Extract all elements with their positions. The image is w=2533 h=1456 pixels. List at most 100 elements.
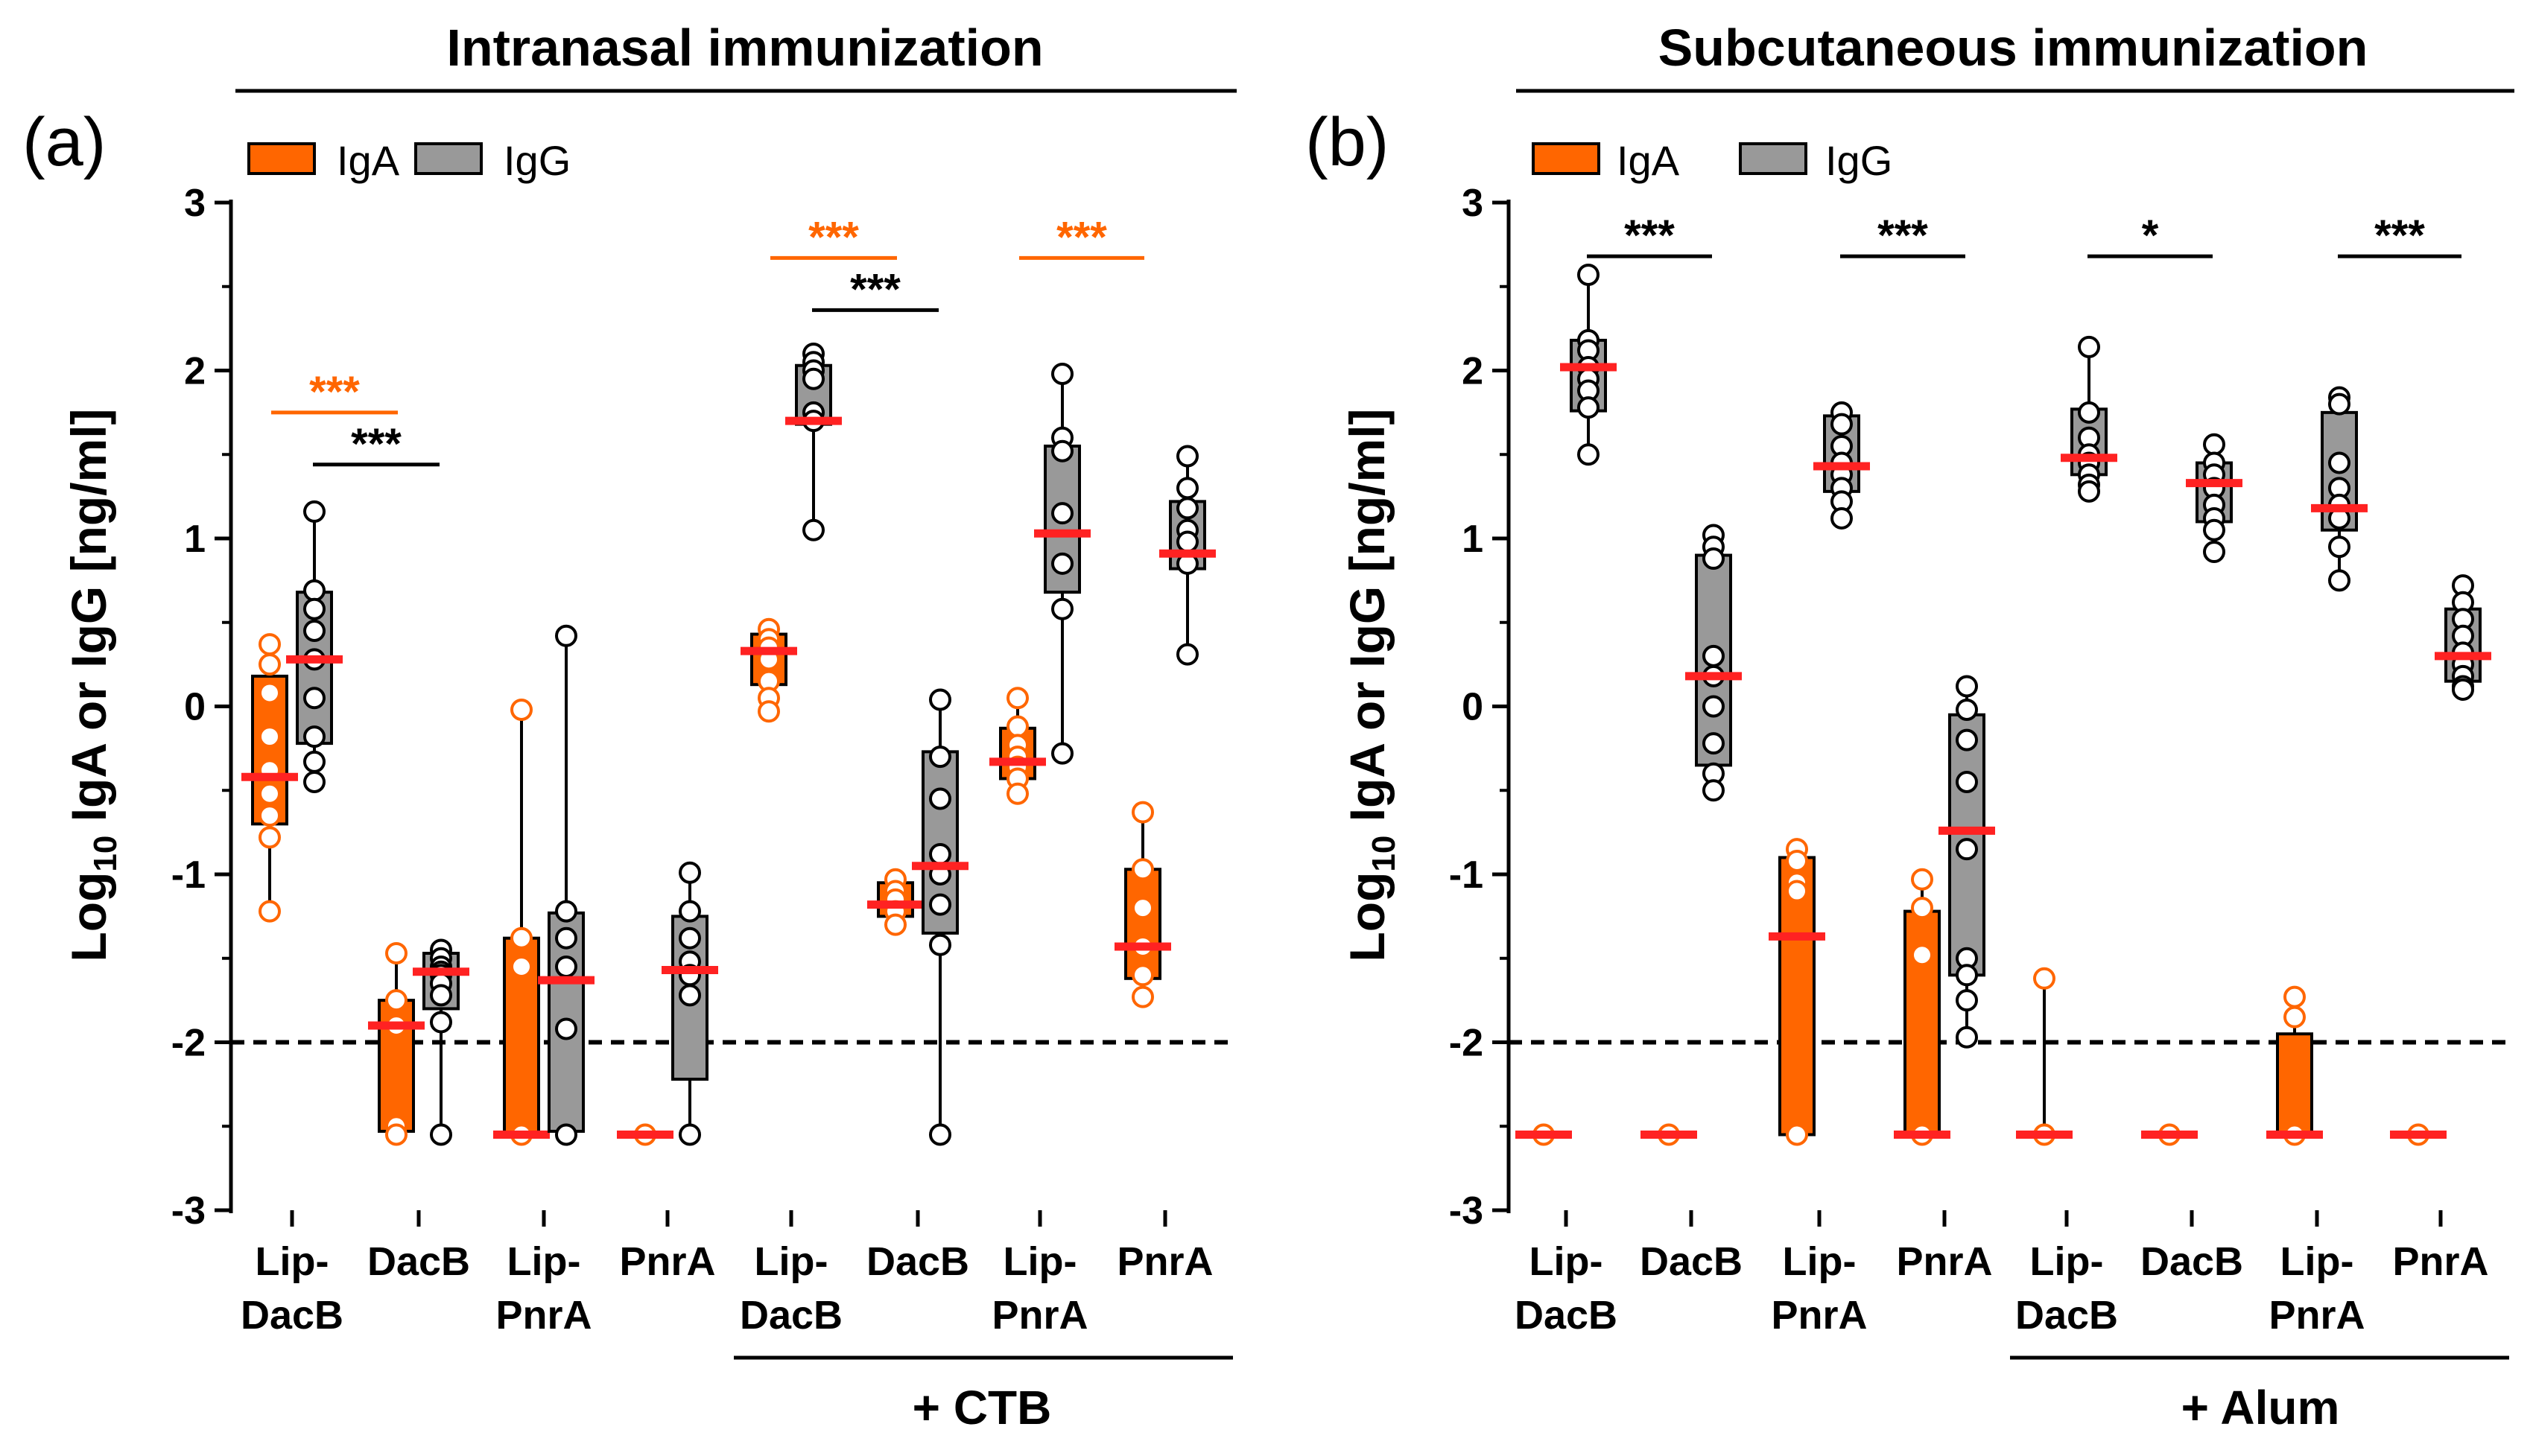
x-tick-label: DacB xyxy=(2140,1239,2243,1284)
significance-label: *** xyxy=(808,213,859,261)
igg-data-point xyxy=(555,900,577,923)
igg-data-point xyxy=(1577,396,1600,419)
iga-data-point xyxy=(1132,801,1154,824)
x-tick-label: DacB xyxy=(1640,1239,1743,1284)
iga-data-point xyxy=(259,826,281,849)
igg-data-point xyxy=(1956,838,1978,861)
iga-data-point xyxy=(259,653,281,676)
y-tick-label: -2 xyxy=(171,1022,206,1065)
iga-data-point xyxy=(510,699,533,722)
iga-data-point xyxy=(259,681,281,705)
igg-data-point xyxy=(679,984,701,1007)
y-tick-label: 3 xyxy=(184,182,206,225)
igg-data-point xyxy=(2078,335,2100,358)
legend-igg-label: IgG xyxy=(1825,137,1892,184)
panel-a-title: Intranasal immunization xyxy=(446,19,1043,77)
x-tick-label: PnrA xyxy=(2269,1293,2365,1338)
iga-data-point xyxy=(1132,897,1154,920)
panel-b-title: Subcutaneous immunization xyxy=(1658,19,2368,77)
legend-igg-swatch xyxy=(414,142,483,175)
igg-data-point xyxy=(1956,1026,1978,1049)
iga-data-point xyxy=(1006,687,1029,710)
igg-data-point xyxy=(1577,443,1600,466)
igg-data-point xyxy=(2203,518,2225,541)
iga-data-point xyxy=(1786,849,1808,872)
iga-data-point xyxy=(1132,985,1154,1008)
iga-data-point xyxy=(259,633,281,656)
igg-data-point xyxy=(1176,445,1199,468)
x-tick-label: DacB xyxy=(2015,1293,2118,1338)
igg-data-point xyxy=(1956,964,1978,987)
igg-data-point xyxy=(2078,480,2100,503)
igg-data-point xyxy=(1956,770,1978,793)
significance-label: *** xyxy=(1056,213,1107,261)
igg-data-point xyxy=(929,1123,951,1146)
igg-data-point xyxy=(430,1011,452,1034)
igg-data-point xyxy=(2203,541,2225,564)
igg-data-point xyxy=(1956,728,1978,751)
iga-data-point xyxy=(884,913,907,936)
igg-data-point xyxy=(555,1123,577,1146)
panel-b-legend: IgA IgG xyxy=(1532,137,1892,184)
x-tick-label: Lip- xyxy=(2030,1239,2104,1284)
igg-data-point xyxy=(1830,413,1853,436)
iga-data-point xyxy=(1786,880,1808,903)
igg-data-point xyxy=(1051,597,1074,620)
iga-data-point xyxy=(1132,858,1154,881)
igg-data-point xyxy=(802,518,825,541)
x-tick-label: PnrA xyxy=(495,1293,592,1338)
x-tick-label: DacB xyxy=(740,1293,843,1338)
x-tick-label: PnrA xyxy=(1117,1239,1213,1284)
iga-data-point xyxy=(385,1123,408,1146)
y-tick-label: 3 xyxy=(1462,182,1483,225)
x-tick-label: Lip- xyxy=(755,1239,828,1284)
igg-data-point xyxy=(1051,363,1074,386)
igg-data-point xyxy=(802,367,825,390)
iga-data-point xyxy=(259,725,281,748)
igg-data-point xyxy=(1176,477,1199,500)
x-tick-label: Lip- xyxy=(2280,1239,2354,1284)
iga-data-point xyxy=(259,782,281,805)
igg-data-point xyxy=(1956,675,1978,698)
iga-data-point xyxy=(2283,985,2306,1008)
y-tick-label: 0 xyxy=(1462,686,1483,729)
iga-data-point xyxy=(1006,782,1029,805)
iga-data-point xyxy=(758,700,780,723)
legend-igg-label: IgG xyxy=(504,137,571,184)
igg-data-point xyxy=(303,500,326,523)
panel-b-x-tick-labels: Lip- DacB DacB Lip- PnrA PnrA Lip- DacB … xyxy=(1515,1239,2489,1338)
iga-data-point xyxy=(1786,1123,1808,1146)
iga-data-point xyxy=(2033,967,2055,990)
igg-data-point xyxy=(303,725,326,748)
x-tick-label: PnrA xyxy=(992,1293,1088,1338)
significance-label: *** xyxy=(2374,212,2425,260)
x-tick-label: DacB xyxy=(866,1239,969,1284)
igg-data-point xyxy=(1577,263,1600,286)
panel-a-x-tick-labels: Lip- DacB DacB Lip- PnrA PnrA Lip- DacB … xyxy=(241,1239,1214,1338)
igg-data-point xyxy=(2328,535,2350,559)
igg-data-point xyxy=(929,746,951,769)
igg-data-point xyxy=(430,984,452,1007)
y-tick-label: -1 xyxy=(1449,853,1483,897)
igg-data-point xyxy=(430,1123,452,1146)
legend-igg-swatch xyxy=(1739,142,1807,175)
x-tick-label: DacB xyxy=(367,1239,470,1284)
igg-data-point xyxy=(679,926,701,950)
iga-box xyxy=(1124,868,1161,980)
panel-b-y-axis-label: Log10 IgA or IgG [ng/ml] xyxy=(1340,408,1402,961)
x-tick-label: PnrA xyxy=(1896,1239,1992,1284)
panel-a-legend: IgA IgG xyxy=(247,137,571,184)
significance-label: *** xyxy=(1624,212,1675,260)
legend-iga-label: IgA xyxy=(1617,137,1680,184)
y-tick-label: 1 xyxy=(184,518,206,561)
iga-data-point xyxy=(259,900,281,923)
x-tick-label: DacB xyxy=(241,1293,343,1338)
iga-data-point xyxy=(1911,868,1933,891)
legend-iga-label: IgA xyxy=(337,137,400,184)
panel-a: Intranasal immunization (a) IgA IgG Log1… xyxy=(22,19,1237,1434)
igg-data-point xyxy=(1702,732,1725,755)
igg-data-point xyxy=(1830,506,1853,530)
significance-label: *** xyxy=(351,420,402,468)
igg-data-point xyxy=(2452,678,2474,701)
